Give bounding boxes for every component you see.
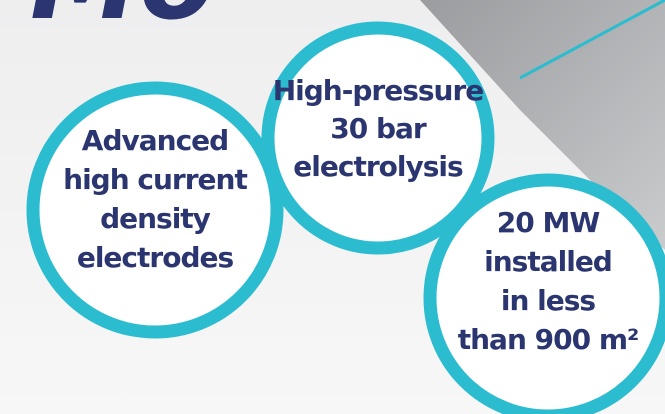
title-fragment: Mo (30, 0, 215, 44)
feature-text: 20 MW (497, 206, 601, 239)
feature-text: electrodes (77, 241, 234, 274)
feature-text: High-pressure (273, 74, 484, 107)
feature-text: 30 bar (330, 112, 427, 145)
feature-text: high current (63, 163, 247, 196)
feature-text: installed (484, 245, 612, 278)
feature-text: density (100, 202, 211, 235)
feature-text: electrolysis (293, 150, 463, 183)
connector-line (519, 0, 665, 80)
feature-circle (423, 173, 665, 414)
circles: Advanced high current density electrodes Hig… (26, 21, 665, 414)
feature-text: than 900 m² (458, 323, 639, 356)
feature-text: Advanced (82, 124, 228, 157)
feature-text: in less (501, 284, 596, 317)
feature-circle (26, 81, 284, 339)
feature-circle (261, 21, 495, 255)
